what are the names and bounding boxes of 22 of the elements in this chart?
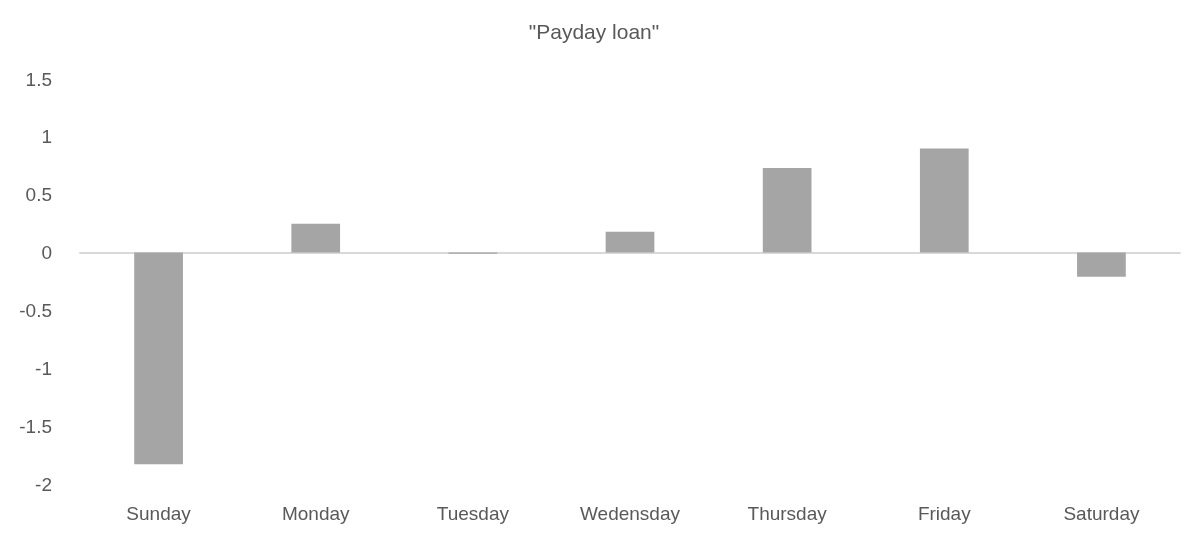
x-tick-label: Tuesday <box>436 503 510 524</box>
y-tick-label: 0.5 <box>25 184 52 206</box>
y-tick-label: 1.5 <box>25 68 52 90</box>
bar <box>605 231 655 253</box>
x-tick-label: Wedensday <box>580 503 681 524</box>
bar <box>291 223 341 253</box>
x-tick-label: Saturday <box>1063 503 1140 524</box>
x-tick-label: Sunday <box>126 503 192 524</box>
bar <box>762 168 812 253</box>
bar <box>919 148 969 253</box>
bar <box>1077 252 1126 277</box>
y-tick-label: 1 <box>41 126 52 148</box>
y-tick-label: 0 <box>41 242 52 264</box>
bar <box>134 252 183 465</box>
y-tick-label: -1.5 <box>19 415 52 437</box>
y-tick-label: -0.5 <box>19 299 52 321</box>
y-tick-label: -2 <box>35 473 52 495</box>
y-tick-label: -1 <box>35 357 52 379</box>
x-tick-label: Thursday <box>747 503 828 524</box>
x-tick-label: Monday <box>281 503 350 524</box>
x-tick-label: Friday <box>917 503 972 524</box>
chart-title: "Payday loan" <box>528 20 660 43</box>
